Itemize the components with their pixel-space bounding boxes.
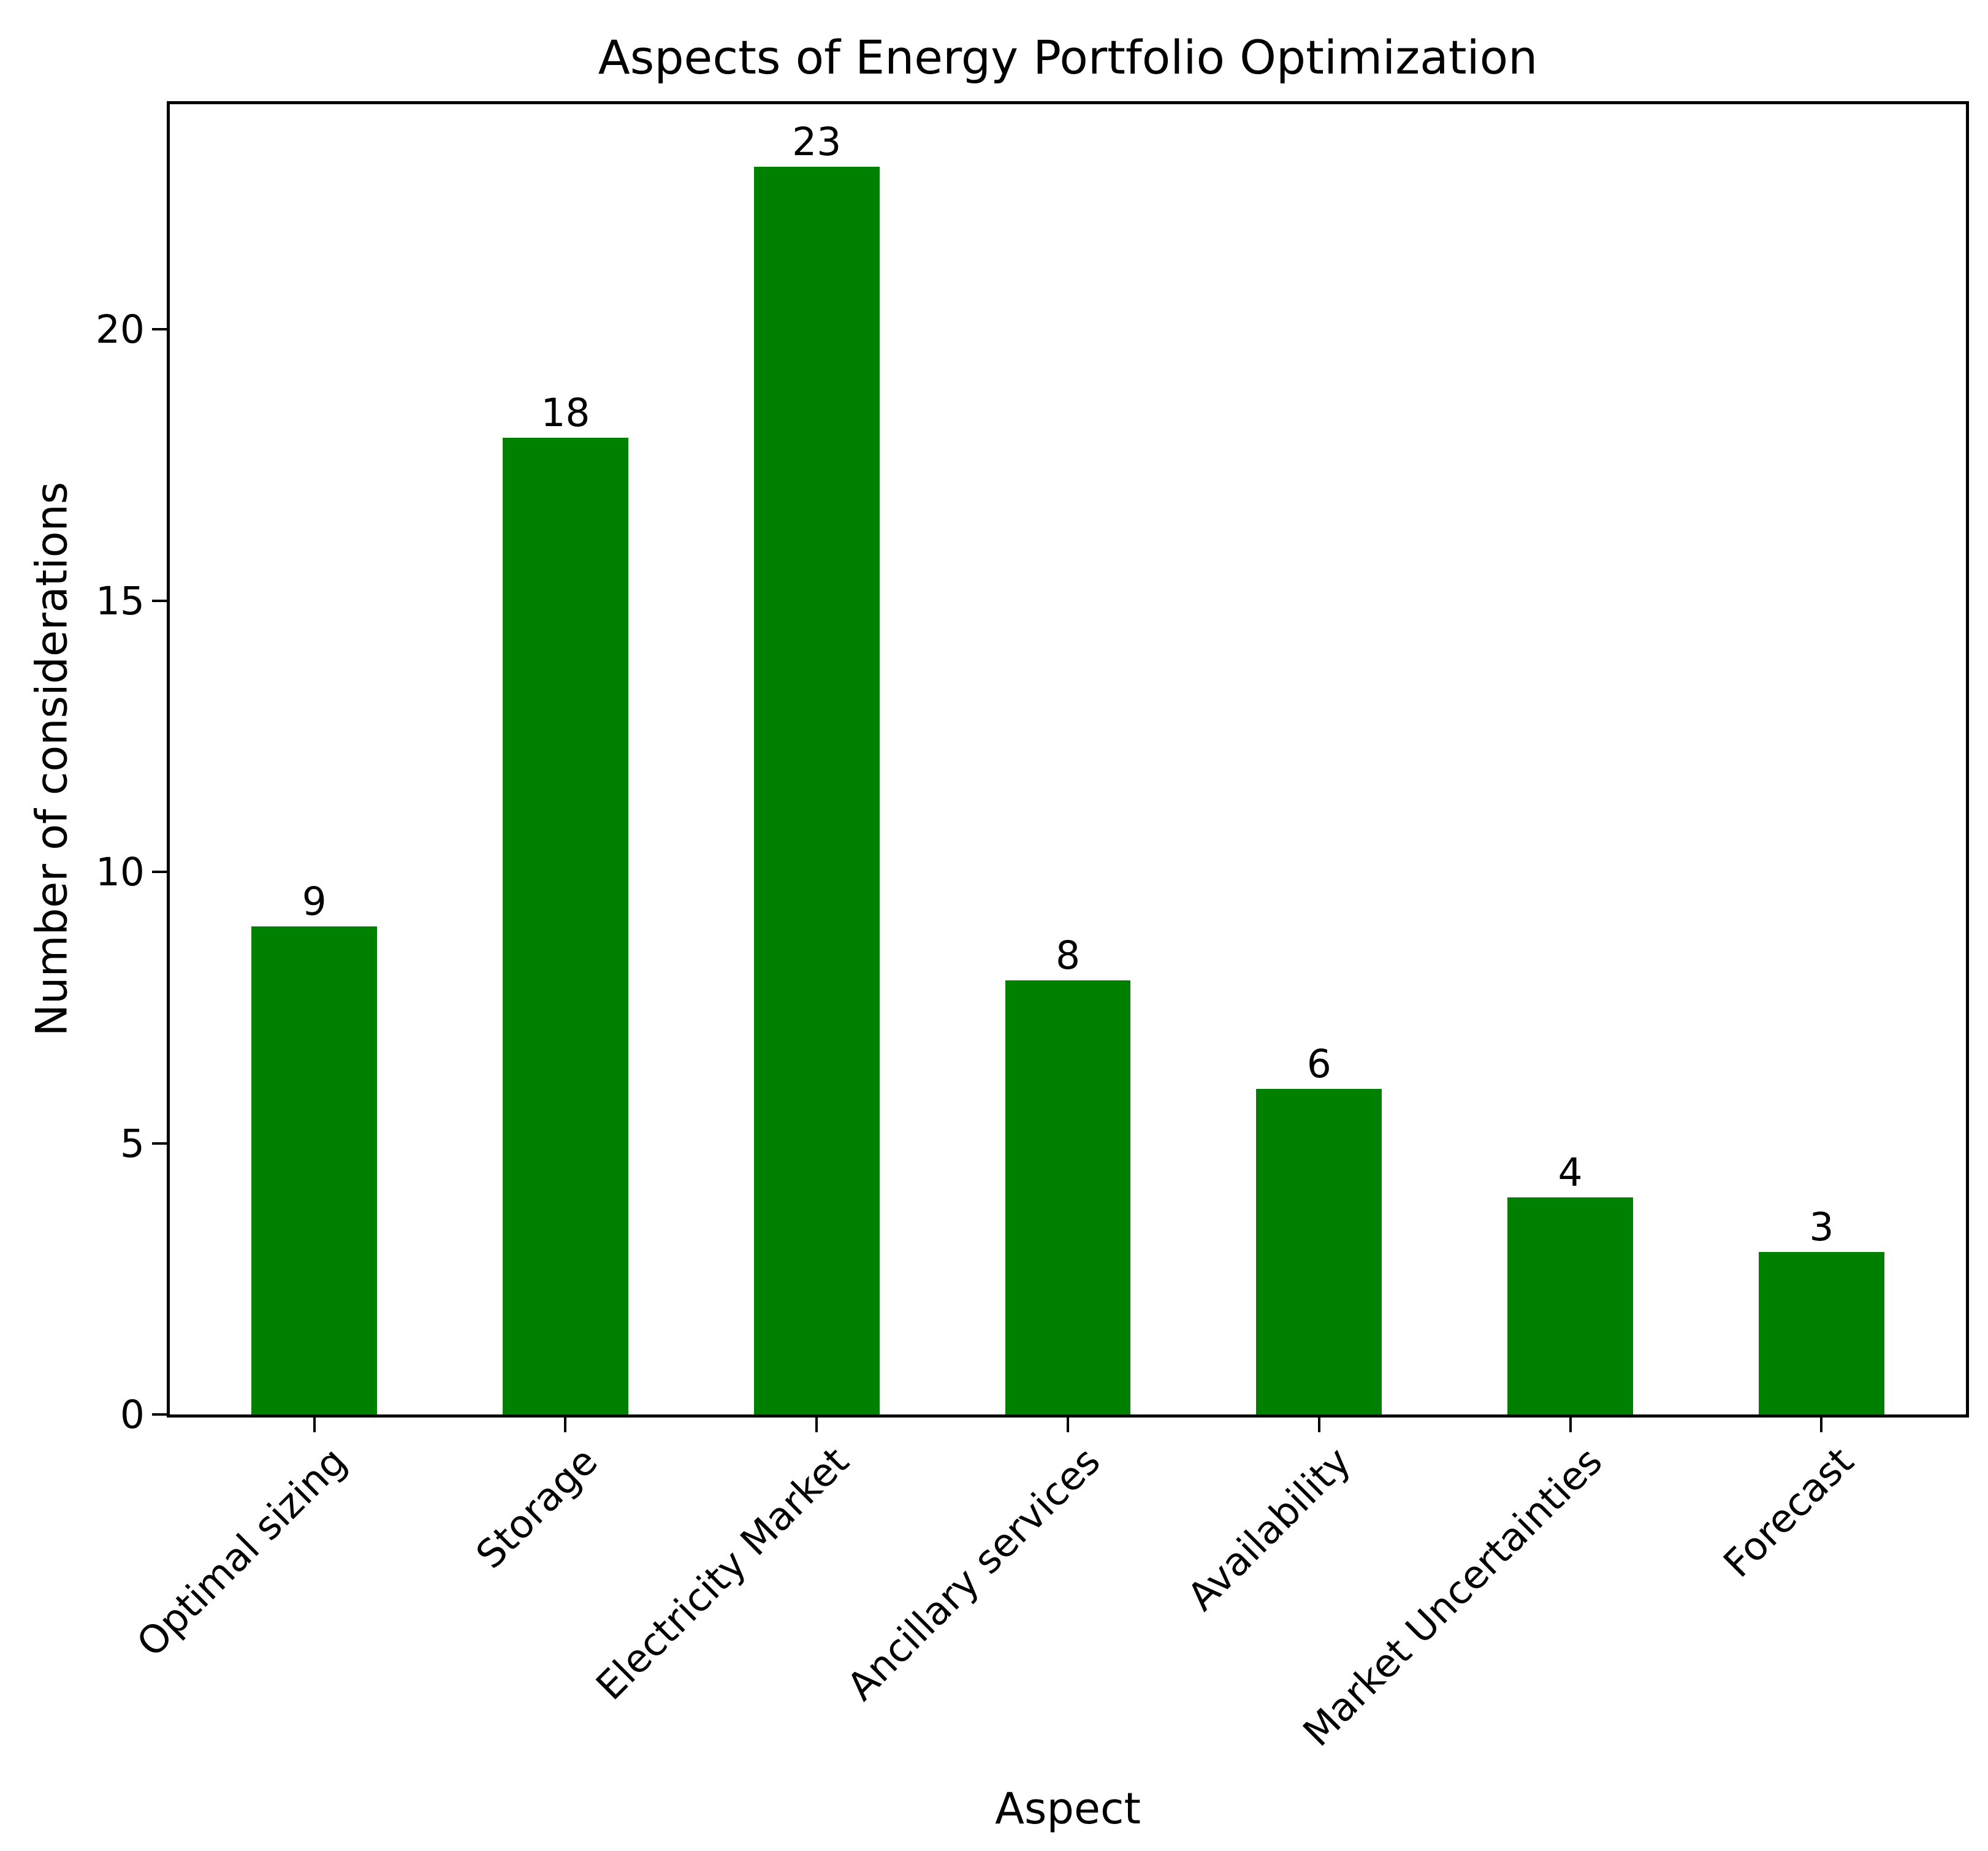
y-axis-tick [152, 1142, 167, 1145]
x-tick-label: Availability [1179, 1438, 1360, 1620]
bar-value-label: 18 [541, 391, 590, 436]
x-axis-label: Aspect [995, 1784, 1141, 1834]
y-tick-label: 5 [120, 1121, 145, 1166]
x-tick-label: Electricity Market [587, 1438, 858, 1709]
y-axis-label: Number of considerations [26, 481, 77, 1037]
y-tick-label: 0 [120, 1392, 145, 1437]
y-axis-tick [152, 599, 167, 602]
bar-value-label: 4 [1558, 1150, 1583, 1196]
bar-value-label: 23 [792, 119, 842, 164]
bar-value-label: 9 [302, 879, 327, 924]
x-axis-tick [1067, 1418, 1069, 1432]
bar-value-label: 6 [1306, 1042, 1331, 1087]
x-axis-tick [1317, 1418, 1320, 1432]
x-axis-tick [564, 1418, 567, 1432]
y-axis-tick [152, 871, 167, 874]
x-tick-label: Optimal sizing [128, 1438, 355, 1666]
x-axis-tick [815, 1418, 818, 1432]
y-axis-tick [152, 328, 167, 331]
x-axis-tick [1569, 1418, 1572, 1432]
bar [1507, 1197, 1634, 1414]
bar [1005, 980, 1131, 1414]
bar-value-label: 8 [1055, 933, 1081, 979]
x-axis-tick [1820, 1418, 1823, 1432]
y-tick-label: 15 [95, 578, 145, 624]
bar-value-label: 3 [1809, 1204, 1834, 1250]
x-tick-label: Ancillary services [838, 1438, 1109, 1709]
bar [1256, 1089, 1382, 1414]
plot-area [167, 101, 1969, 1418]
y-tick-label: 20 [95, 307, 145, 353]
y-axis-tick [152, 1413, 167, 1416]
bar [753, 166, 880, 1414]
chart-title: Aspects of Energy Portfolio Optimization [598, 30, 1538, 85]
bar [502, 438, 628, 1414]
bar [1758, 1251, 1884, 1414]
x-tick-label: Forecast [1715, 1438, 1862, 1586]
x-axis-tick [313, 1418, 316, 1432]
y-tick-label: 10 [95, 850, 145, 895]
x-tick-label: Storage [467, 1438, 606, 1578]
bar [251, 926, 378, 1414]
